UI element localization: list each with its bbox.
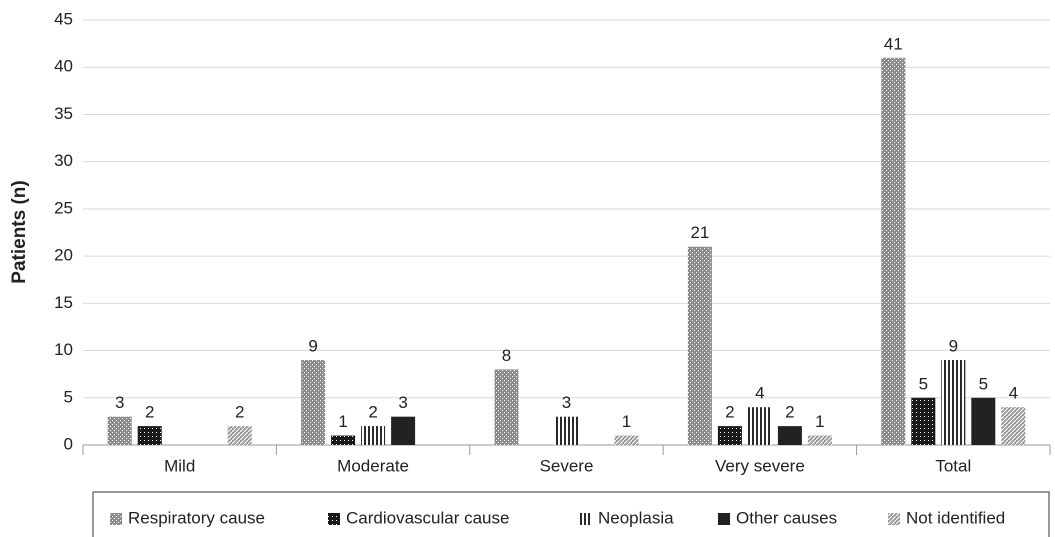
bar bbox=[941, 360, 966, 445]
bar bbox=[391, 416, 416, 445]
y-tick-label: 25 bbox=[54, 198, 73, 217]
bar bbox=[107, 416, 132, 445]
value-label: 2 bbox=[368, 403, 377, 422]
y-tick-label: 40 bbox=[54, 57, 73, 76]
x-tick-label: Total bbox=[935, 456, 971, 475]
bar bbox=[881, 57, 906, 446]
bar bbox=[301, 360, 326, 445]
y-axis-label: Patients (n) bbox=[9, 180, 30, 283]
value-label: 1 bbox=[622, 412, 631, 431]
bar bbox=[1001, 407, 1026, 445]
y-tick-label: 10 bbox=[54, 340, 73, 359]
value-label: 21 bbox=[690, 223, 709, 242]
value-label: 2 bbox=[145, 403, 154, 422]
x-tick-label: Mild bbox=[164, 456, 195, 475]
legend-label: Neoplasia bbox=[598, 508, 674, 527]
y-tick-label: 35 bbox=[54, 104, 73, 123]
bar bbox=[971, 397, 996, 445]
bar bbox=[747, 407, 772, 445]
value-label: 5 bbox=[979, 374, 988, 393]
value-label: 4 bbox=[1009, 384, 1018, 403]
bar bbox=[361, 426, 386, 445]
legend-swatch bbox=[110, 513, 122, 525]
legend-label: Cardiovascular cause bbox=[346, 508, 509, 527]
value-label: 9 bbox=[308, 336, 317, 355]
value-label: 1 bbox=[815, 412, 824, 431]
y-tick-label: 0 bbox=[64, 434, 73, 453]
bar bbox=[137, 426, 162, 445]
y-tick-label: 15 bbox=[54, 293, 73, 312]
value-label: 4 bbox=[755, 384, 764, 403]
value-label: 9 bbox=[949, 336, 958, 355]
bar bbox=[554, 416, 579, 445]
legend-label: Other causes bbox=[736, 508, 837, 527]
x-tick-label: Moderate bbox=[337, 456, 409, 475]
bar bbox=[777, 426, 802, 445]
legend-swatch bbox=[580, 513, 592, 525]
y-tick-label: 20 bbox=[54, 246, 73, 265]
value-label: 41 bbox=[884, 34, 903, 53]
y-tick-label: 5 bbox=[64, 387, 73, 406]
value-label: 5 bbox=[919, 374, 928, 393]
value-label: 2 bbox=[235, 403, 244, 422]
value-label: 2 bbox=[785, 403, 794, 422]
legend-label: Respiratory cause bbox=[128, 508, 265, 527]
x-tick-label: Severe bbox=[540, 456, 594, 475]
value-label: 3 bbox=[115, 393, 124, 412]
value-label: 3 bbox=[398, 393, 407, 412]
bar bbox=[227, 426, 252, 445]
y-tick-label: 30 bbox=[54, 151, 73, 170]
legend-swatch bbox=[328, 513, 340, 525]
legend-swatch bbox=[718, 513, 730, 525]
y-tick-label: 45 bbox=[54, 9, 73, 28]
value-label: 8 bbox=[502, 346, 511, 365]
legend-swatch bbox=[888, 513, 900, 525]
bar bbox=[911, 397, 936, 445]
value-label: 2 bbox=[725, 403, 734, 422]
legend-label: Not identified bbox=[906, 508, 1005, 527]
bar bbox=[687, 246, 712, 445]
bar bbox=[614, 435, 639, 445]
x-tick-label: Very severe bbox=[715, 456, 805, 475]
legend-box bbox=[92, 491, 1050, 537]
bar bbox=[494, 369, 519, 445]
bar bbox=[807, 435, 832, 445]
value-label: 3 bbox=[562, 393, 571, 412]
bar bbox=[717, 426, 742, 445]
value-label: 1 bbox=[338, 412, 347, 431]
bar bbox=[331, 435, 356, 445]
